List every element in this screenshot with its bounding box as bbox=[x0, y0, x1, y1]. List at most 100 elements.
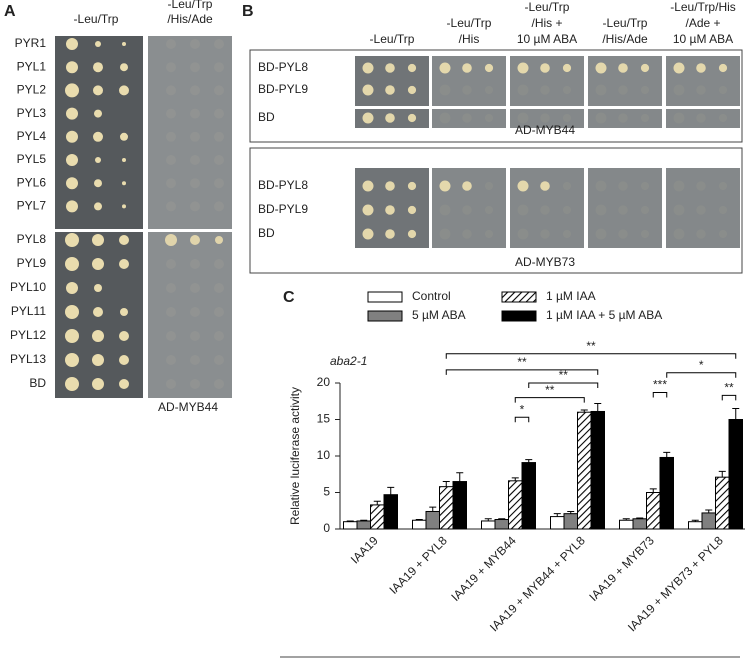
legend-swatch bbox=[501, 310, 537, 322]
yeast-spot bbox=[92, 330, 104, 342]
significance-bracket bbox=[721, 394, 737, 401]
yeast-spot bbox=[718, 63, 728, 73]
bar bbox=[728, 419, 743, 530]
bar bbox=[481, 520, 496, 530]
error-bar bbox=[732, 408, 740, 420]
yeast-spot bbox=[92, 234, 104, 246]
yeast-spot bbox=[190, 201, 200, 212]
significance-label: ** bbox=[517, 355, 527, 369]
panel-box bbox=[249, 147, 743, 274]
yeast-spot bbox=[517, 84, 529, 96]
error-bar bbox=[718, 470, 726, 478]
error-bar bbox=[498, 518, 506, 520]
bar bbox=[439, 486, 454, 530]
yeast-spot bbox=[562, 113, 572, 123]
yeast-spot bbox=[407, 205, 417, 215]
yeast-spot bbox=[562, 205, 572, 215]
panel-letter: A bbox=[4, 3, 16, 20]
significance-bracket bbox=[652, 391, 668, 398]
column-header: /His/Ade bbox=[167, 12, 213, 26]
legend-label: Control bbox=[412, 289, 451, 303]
yeast-spot bbox=[407, 63, 417, 73]
yeast-spot bbox=[166, 178, 176, 189]
error-bar bbox=[691, 519, 699, 522]
yeast-spot bbox=[92, 258, 104, 270]
yeast-spot bbox=[65, 329, 79, 343]
yeast-spot bbox=[540, 229, 550, 239]
panel-letter: B bbox=[242, 3, 254, 20]
plate bbox=[148, 36, 232, 398]
yeast-spot bbox=[718, 113, 728, 123]
row-label: BD bbox=[258, 226, 275, 240]
yeast-spot bbox=[165, 234, 177, 246]
yeast-spot bbox=[407, 113, 417, 123]
yeast-spot bbox=[618, 181, 628, 191]
yeast-spot bbox=[618, 229, 628, 239]
yeast-spot bbox=[166, 39, 176, 49]
yeast-spot bbox=[385, 229, 395, 239]
yeast-spot bbox=[215, 236, 223, 244]
significance-bracket bbox=[514, 397, 585, 403]
bar bbox=[659, 456, 674, 530]
column-header: -Leu/Trp bbox=[370, 32, 415, 46]
row-label: PYL5 bbox=[17, 152, 47, 166]
yeast-spot bbox=[94, 179, 102, 188]
yeast-spot bbox=[166, 155, 176, 165]
yeast-spot bbox=[65, 83, 79, 98]
yeast-spot bbox=[94, 202, 102, 211]
bar bbox=[425, 510, 440, 530]
significance-label: ** bbox=[559, 368, 569, 382]
yeast-spot bbox=[540, 113, 550, 123]
column-header: -Leu/Trp bbox=[525, 0, 570, 14]
yeast-spot bbox=[214, 331, 224, 341]
significance-bracket bbox=[666, 372, 737, 378]
bar bbox=[619, 519, 634, 530]
yeast-spot bbox=[66, 282, 78, 294]
yeast-spot bbox=[214, 39, 224, 49]
yeast-spot bbox=[517, 112, 529, 124]
yeast-spot bbox=[517, 62, 529, 74]
plate-divider bbox=[55, 229, 232, 232]
yeast-spot bbox=[362, 228, 374, 240]
y-tick-label: 10 bbox=[317, 448, 331, 462]
bar bbox=[590, 410, 605, 530]
yeast-spot bbox=[595, 62, 607, 74]
error-bar bbox=[649, 488, 657, 493]
yeast-spot bbox=[484, 181, 494, 191]
yeast-spot bbox=[673, 180, 685, 192]
yeast-spot bbox=[462, 85, 472, 95]
yeast-spot bbox=[122, 181, 126, 186]
yeast-spot bbox=[214, 379, 224, 389]
yeast-spot bbox=[673, 228, 685, 240]
yeast-spot bbox=[166, 201, 176, 212]
yeast-spot bbox=[484, 63, 494, 73]
y-axis-label: Relative luciferase activity bbox=[288, 387, 302, 525]
yeast-spot bbox=[696, 181, 706, 191]
x-tick-label: IAA19 + MYB44 bbox=[448, 533, 519, 604]
bar bbox=[343, 521, 358, 530]
error-bar bbox=[553, 513, 561, 517]
column-header: -Leu/Trp/His bbox=[670, 0, 736, 14]
column-header: -Leu/Trp bbox=[603, 16, 648, 30]
yeast-spot bbox=[595, 112, 607, 124]
column-header: /His bbox=[459, 32, 480, 46]
row-label: BD bbox=[29, 376, 46, 390]
yeast-spot bbox=[65, 257, 79, 271]
significance-label: ** bbox=[586, 339, 596, 353]
significance-label: * bbox=[520, 402, 525, 416]
yeast-spot bbox=[385, 85, 395, 95]
yeast-spot bbox=[562, 229, 572, 239]
yeast-spot bbox=[166, 283, 176, 293]
yeast-spot bbox=[595, 228, 607, 240]
yeast-spot bbox=[214, 259, 224, 269]
yeast-spot bbox=[595, 84, 607, 96]
yeast-spot bbox=[540, 181, 550, 191]
yeast-spot bbox=[640, 113, 650, 123]
plate bbox=[666, 168, 740, 248]
legend-swatch bbox=[367, 310, 403, 322]
yeast-spot bbox=[190, 307, 200, 317]
yeast-spot bbox=[214, 201, 224, 212]
row-label: BD-PYL8 bbox=[258, 60, 308, 74]
yeast-spot bbox=[407, 181, 417, 191]
yeast-spot bbox=[65, 305, 79, 319]
